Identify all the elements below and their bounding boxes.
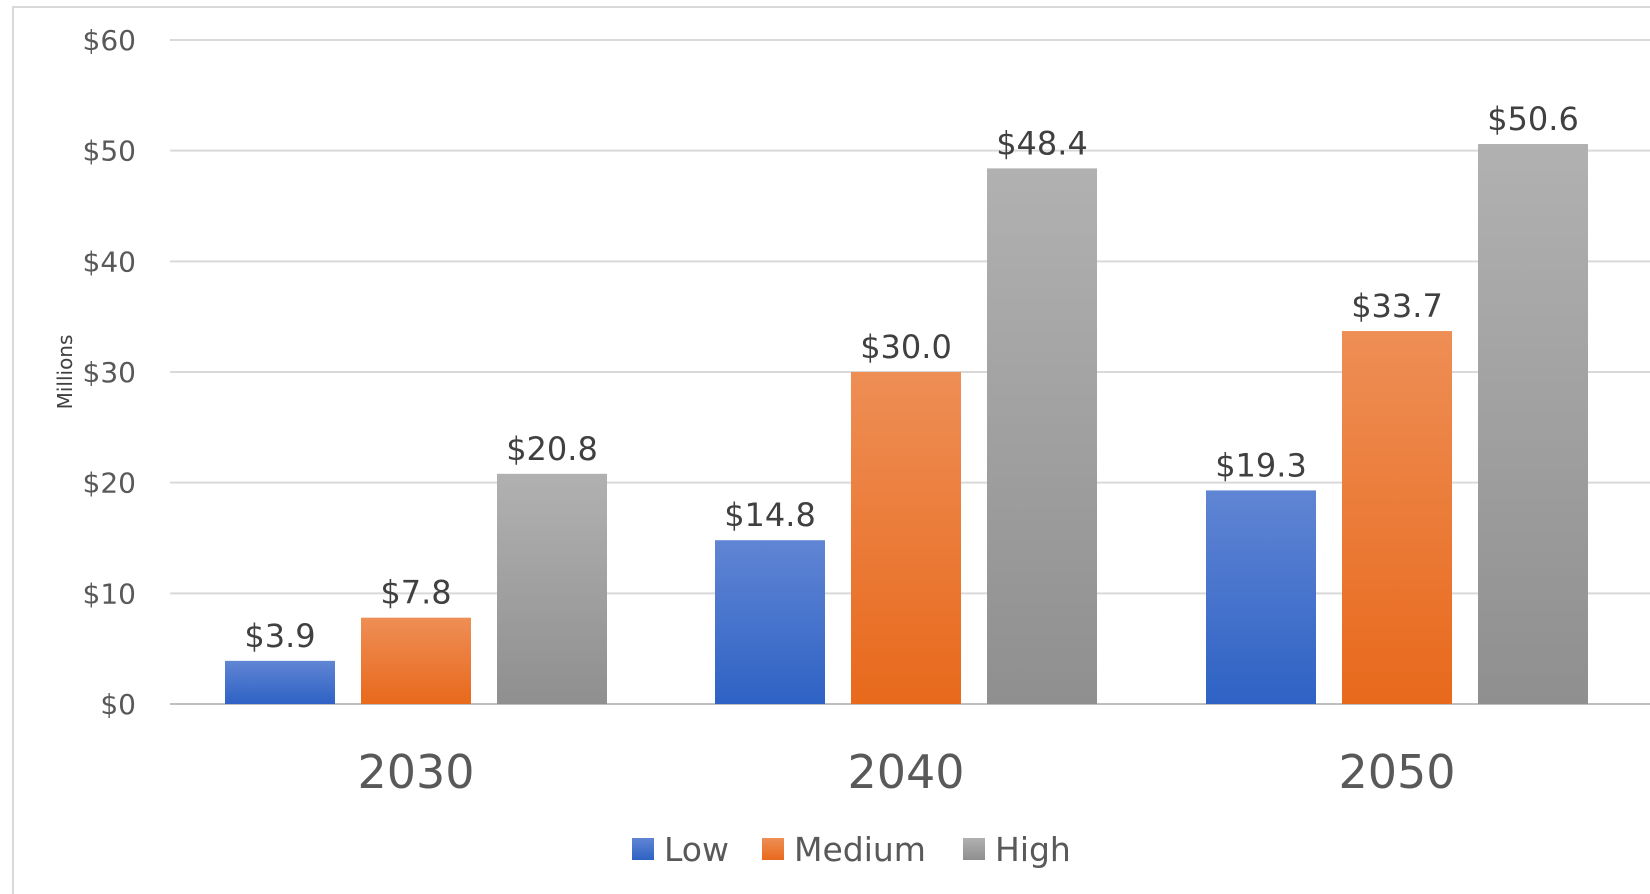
legend-label-medium: Medium <box>794 830 926 869</box>
y-axis-title: Millions <box>53 335 77 410</box>
bar-medium-2030 <box>361 617 471 704</box>
data-label-medium-2030: $7.8 <box>380 574 451 612</box>
x-category-label: 2040 <box>847 745 964 799</box>
data-label-high-2050: $50.6 <box>1487 100 1579 138</box>
bar-low-2050 <box>1206 490 1316 704</box>
data-labels: $3.9 $7.8 $20.8 $14.8 $30.0 $48.4 $19.3 $33.7 $5… <box>244 100 1578 655</box>
legend-label-high: High <box>995 830 1071 869</box>
bar-high-2050 <box>1478 144 1588 704</box>
legend-swatch-medium <box>762 838 784 860</box>
y-tick-label: $20 <box>83 467 136 500</box>
bar-medium-2050 <box>1342 331 1452 704</box>
bar-low-2030 <box>225 660 335 704</box>
data-label-low-2050: $19.3 <box>1215 446 1307 484</box>
y-tick-label: $30 <box>83 356 136 389</box>
legend-swatch-high <box>963 838 985 860</box>
data-label-medium-2050: $33.7 <box>1351 287 1443 325</box>
bar-high-2030 <box>497 473 607 704</box>
x-category-label: 2050 <box>1338 745 1455 799</box>
y-tick-label: $50 <box>83 135 136 168</box>
data-label-low-2030: $3.9 <box>244 617 315 655</box>
y-tick-label: $10 <box>83 577 136 610</box>
y-tick-label: $40 <box>83 245 136 278</box>
data-label-low-2040: $14.8 <box>724 496 816 534</box>
legend-swatch-low <box>632 838 654 860</box>
y-tick-label: $60 <box>83 24 136 57</box>
data-label-high-2040: $48.4 <box>996 124 1088 162</box>
bar-medium-2040 <box>851 372 961 704</box>
legend: Low Medium High <box>632 830 1071 869</box>
y-axis-ticks: $0 $10 $20 $30 $40 $50 $60 <box>83 24 136 721</box>
legend-label-low: Low <box>664 830 729 869</box>
bar-high-2040 <box>987 168 1097 704</box>
x-category-label: 2030 <box>357 745 474 799</box>
chart-frame <box>12 6 1650 894</box>
x-axis-categories: 2030 2040 2050 <box>357 745 1455 799</box>
data-label-medium-2040: $30.0 <box>860 328 952 366</box>
data-label-high-2030: $20.8 <box>506 430 598 468</box>
bar-low-2040 <box>715 540 825 704</box>
bars <box>225 144 1588 704</box>
y-tick-label: $0 <box>100 688 136 721</box>
